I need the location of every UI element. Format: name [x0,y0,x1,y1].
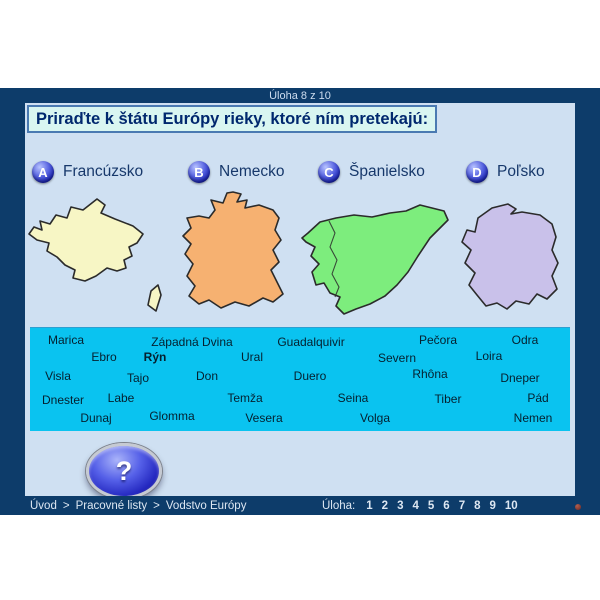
river-label[interactable]: Seina [337,391,369,405]
river-label[interactable]: Guadalquivir [277,335,345,349]
task-number[interactable]: 8 [474,499,481,512]
country-name: Španielsko [349,163,425,180]
breadcrumb-separator: > [153,499,160,512]
river-label[interactable]: Rýn [143,350,167,364]
task-number[interactable]: 5 [427,499,435,512]
river-label[interactable]: Vesera [245,411,283,425]
river-label[interactable]: Nemen [513,411,553,425]
letter-badge-c-icon: C [318,161,340,183]
task-number[interactable]: 2 [381,499,389,512]
breadcrumb-item[interactable]: Pracovné listy [75,499,148,512]
river-label[interactable]: Visla [45,369,71,383]
river-label[interactable]: Marica [47,333,85,347]
map-spain[interactable] [298,200,452,320]
river-label[interactable]: Pečora [418,333,458,347]
task-number[interactable]: 9 [489,499,496,512]
content-panel: Priraďte k štátu Európy rieky, ktoré ním… [25,103,575,499]
river-label[interactable]: Volga [359,411,391,425]
task-nav: Úloha: 1 2 3 4 5 6 7 8 9 10 [322,496,518,515]
rivers-area: Marica Západná Dvina Guadalquivir Pečora Odr… [30,327,570,431]
country-name: Francúzsko [63,163,144,180]
letter-badge-a-icon: A [32,161,54,183]
country-label-nemecko: B Nemecko [188,161,284,183]
river-label[interactable]: Duero [293,369,327,383]
letter-badge-d-icon: D [466,161,488,183]
country-name: Poľsko [497,163,545,180]
river-label[interactable]: Západná Dvina [151,335,233,349]
portugal-border [328,220,340,298]
breadcrumb: Úvod > Pracovné listy > Vodstvo Európy [30,496,246,515]
country-label-francuzsko: A Francúzsko [32,161,143,183]
map-germany[interactable] [175,188,298,322]
logo-dot [575,504,581,510]
help-button[interactable]: ? [86,443,162,499]
map-france[interactable] [25,193,170,323]
app-frame: Úloha 8 z 10 Priraďte k štátu Európy rie… [0,88,600,515]
task-number[interactable]: 4 [412,499,419,512]
river-label[interactable]: Dneper [500,371,540,385]
breadcrumb-item[interactable]: Úvod [30,499,57,512]
question-title: Priraďte k štátu Európy rieky, ktoré ním… [27,105,437,133]
task-numbers: 1 2 3 4 5 6 7 8 9 10 [366,500,517,512]
task-nav-label: Úloha: [322,499,356,512]
task-number[interactable]: 7 [458,499,466,512]
country-label-spanielsko: C Španielsko [318,161,425,183]
river-label[interactable]: Severn [377,351,417,365]
breadcrumb-separator: > [62,499,70,512]
breadcrumb-item[interactable]: Vodstvo Európy [165,499,247,512]
river-label[interactable]: Ebro [91,350,117,364]
river-label[interactable]: Tiber [434,392,462,406]
task-number[interactable]: 3 [397,499,404,512]
question-mark-icon: ? [115,455,133,486]
country-name: Nemecko [219,163,285,180]
map-poland[interactable] [450,200,572,318]
corsica-island [147,284,162,312]
river-label[interactable]: Dunaj [80,411,112,425]
river-label[interactable]: Temža [227,391,263,405]
river-label[interactable]: Don [195,369,219,383]
task-counter: Úloha 8 z 10 [269,90,331,102]
letter-badge-b-icon: B [188,161,210,183]
river-label[interactable]: Glomma [149,409,195,423]
river-label[interactable]: Labe [107,391,135,405]
task-number[interactable]: 10 [504,499,518,512]
river-label[interactable]: Ural [240,350,264,364]
river-label[interactable]: Dnester [41,393,85,407]
river-label[interactable]: Tajo [126,371,150,385]
river-label[interactable]: Odra [511,333,539,347]
country-label-polsko: D Poľsko [466,161,545,183]
task-number[interactable]: 6 [443,499,450,512]
river-label[interactable]: Loira [475,349,503,363]
task-number[interactable]: 1 [366,499,373,512]
river-label[interactable]: Pád [527,391,549,405]
bottom-bar: Úvod > Pracovné listy > Vodstvo Európy Úloha… [0,496,600,515]
river-label[interactable]: Rhôna [412,367,448,381]
